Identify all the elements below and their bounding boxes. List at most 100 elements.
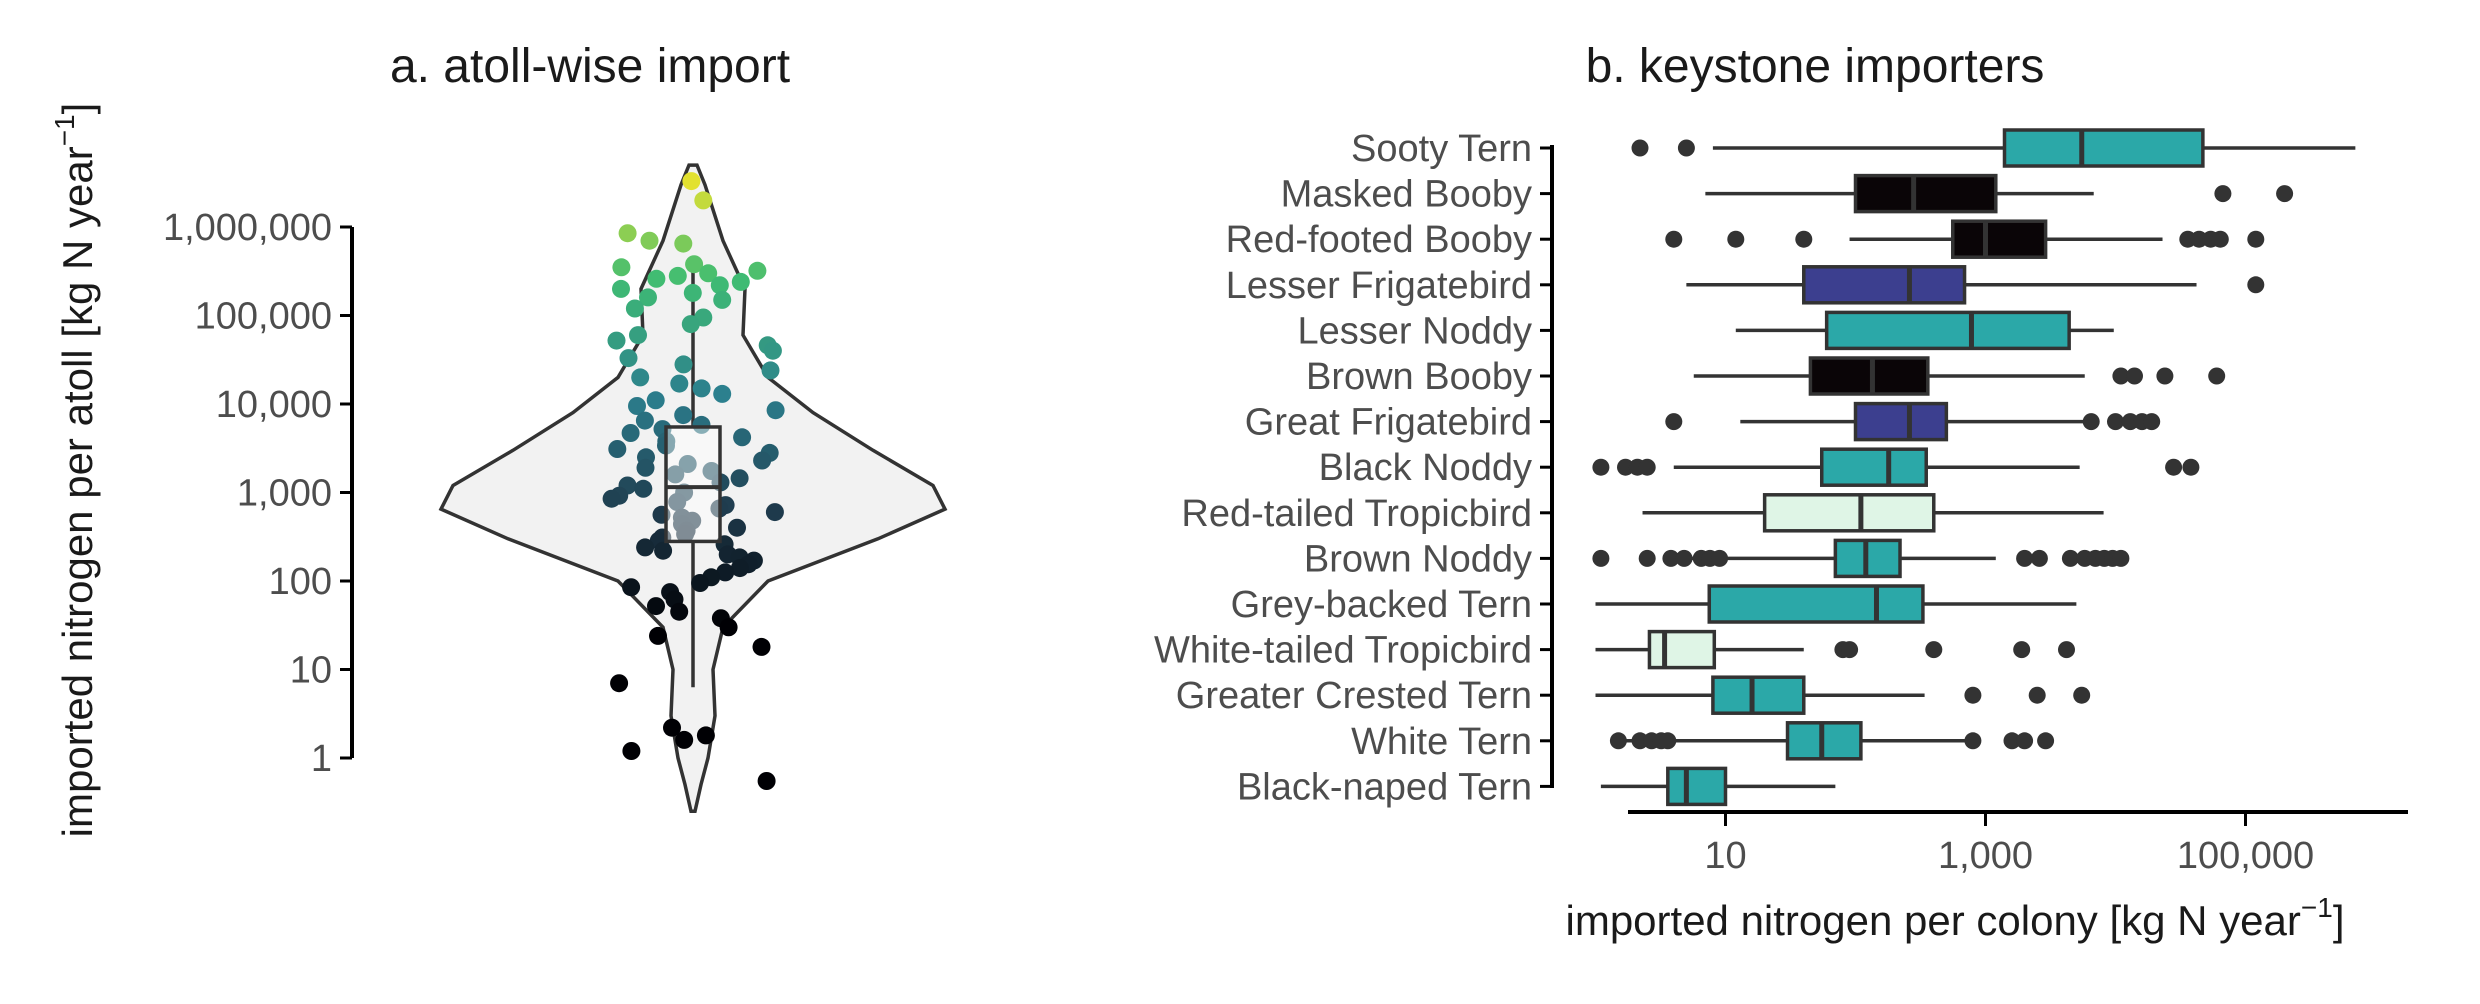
panel-a-point — [710, 276, 729, 295]
panel-a-y-tick-label: 100,000 — [195, 296, 332, 338]
panel-b-outlier — [2182, 458, 2200, 476]
panel-b-outlier — [1841, 641, 1859, 659]
panel-b-category-label: Brown Booby — [1306, 356, 1532, 398]
panel-a-y-label-superscript: −1 — [49, 114, 80, 146]
panel-b-box — [1853, 401, 1949, 442]
panel-a-point — [691, 574, 710, 592]
panel-b-category-label: Greater Crested Tern — [1176, 675, 1532, 717]
panel-b-outlier — [2276, 185, 2294, 203]
panel-b-box — [1951, 219, 2048, 259]
panel-a-point — [649, 626, 667, 645]
panel-b-outlier — [1665, 413, 1683, 431]
panel-b-outlier — [1592, 549, 1610, 567]
panel-b-outlier — [2037, 732, 2055, 750]
panel-b-outlier — [2156, 367, 2174, 385]
panel-a-point — [631, 368, 650, 387]
panel-b-outlier — [1659, 732, 1677, 750]
panel-b-outlier — [2121, 413, 2139, 431]
panel-b-outlier — [2082, 413, 2100, 431]
panel-a-point — [713, 384, 732, 403]
panel-b-outlier — [2016, 549, 2034, 567]
panel-a-point — [728, 518, 746, 537]
panel-a-points — [602, 172, 785, 790]
panel-a-point — [670, 602, 689, 621]
panel-b-x-axis-label: imported nitrogen per colony [kg N year−… — [1566, 892, 2345, 944]
panel-a-point — [763, 341, 782, 360]
panel-b-box — [2002, 128, 2205, 168]
panel-b-x-tick-label: 100,000 — [2177, 835, 2314, 877]
panel-b-outlier — [1964, 686, 1982, 704]
panel-a-point — [622, 742, 641, 760]
panel-b-outlier — [2208, 367, 2226, 385]
panel-b-box — [1802, 265, 1967, 305]
panel-b-outlier — [2028, 686, 2046, 704]
panel-b-outlier — [1711, 549, 1729, 567]
panel-b-box-group — [1693, 356, 2226, 396]
panel-b-outlier — [1727, 230, 1745, 248]
panel-b-x-label-main: imported nitrogen per colony [kg N year — [1566, 897, 2301, 944]
panel-a-y-tick-label: 1 — [311, 738, 332, 780]
panel-b-box-group — [1631, 128, 2356, 168]
panel-b-box — [1853, 173, 1998, 214]
panel-a-point — [646, 391, 665, 410]
panel-b-x-label-close: ] — [2333, 897, 2345, 944]
panel-a-point — [765, 503, 784, 522]
panel-b-box-group — [1595, 675, 2091, 715]
panel-a-point — [757, 772, 776, 790]
panel-b-box-group — [1592, 447, 2200, 487]
panel-b-outlier — [2107, 413, 2124, 431]
panel-b-outlier — [2214, 185, 2232, 203]
panel-a-y-axis-label: imported nitrogen per atoll [kg N year−1… — [49, 103, 101, 838]
panel-a-point — [731, 272, 750, 291]
panel-a-point — [675, 730, 694, 749]
panel-b-box-group — [1595, 584, 2077, 624]
panel-a-point — [674, 355, 693, 374]
panel-a-point — [696, 726, 715, 745]
panel-b-x-ticks: 10 1,000 100,000 — [1704, 812, 2314, 877]
panel-a-point — [622, 578, 641, 597]
panel-a-point — [668, 493, 687, 511]
panel-a-point — [625, 299, 644, 318]
panel-b-outlier — [1665, 230, 1683, 248]
panel-a-point — [676, 525, 695, 543]
panel-b-outlier — [2165, 458, 2183, 476]
panel-a-point — [683, 283, 702, 302]
panel-b-box-group — [1665, 401, 2161, 442]
panel-a-point — [607, 331, 626, 350]
panel-a-point — [748, 261, 767, 280]
panel-a-y-tick-label: 10,000 — [216, 384, 332, 426]
panel-a-point — [766, 401, 785, 420]
panel-a-point — [636, 458, 655, 477]
panel-a-point — [654, 541, 673, 560]
panel-b-title: b. keystone importers — [1586, 40, 2045, 93]
panel-b-box — [1824, 310, 2071, 351]
panel-a-y-ticks: 1 10 100 1,000 10,000 100,000 1,000,000 — [163, 207, 352, 780]
panel-a-point — [640, 231, 659, 250]
panel-a-point — [685, 255, 704, 274]
panel-a-point — [699, 264, 718, 283]
panel-b-box-group — [1595, 629, 2075, 670]
panel-b-box-group — [1609, 721, 2055, 761]
panel-b-outlier — [2143, 413, 2161, 431]
panel-a-point — [678, 455, 697, 473]
panel-b-outlier — [1662, 549, 1680, 567]
panel-a-point — [713, 290, 732, 309]
panel-b-outlier — [2013, 641, 2031, 659]
panel-a-point — [733, 428, 752, 447]
panel-a-point — [753, 451, 772, 470]
panel-a-y-label-main: imported nitrogen per atoll [kg N year — [54, 146, 101, 837]
panel-b-outlier — [2030, 549, 2048, 567]
panel-a-point — [608, 440, 627, 458]
panel-b-box — [1762, 493, 1936, 533]
panel-a-point — [636, 538, 655, 557]
panel-b-x-label-superscript: −1 — [2301, 892, 2333, 923]
panel-a-point — [682, 172, 701, 191]
panel-b-x-tick-label: 10 — [1704, 835, 1746, 877]
panel-b-outlier — [2061, 549, 2079, 567]
panel-a-box — [664, 425, 722, 544]
panel-b-boxes — [1592, 128, 2356, 807]
panel-b-box — [1647, 629, 1717, 670]
panel-b-outlier — [1675, 549, 1693, 567]
